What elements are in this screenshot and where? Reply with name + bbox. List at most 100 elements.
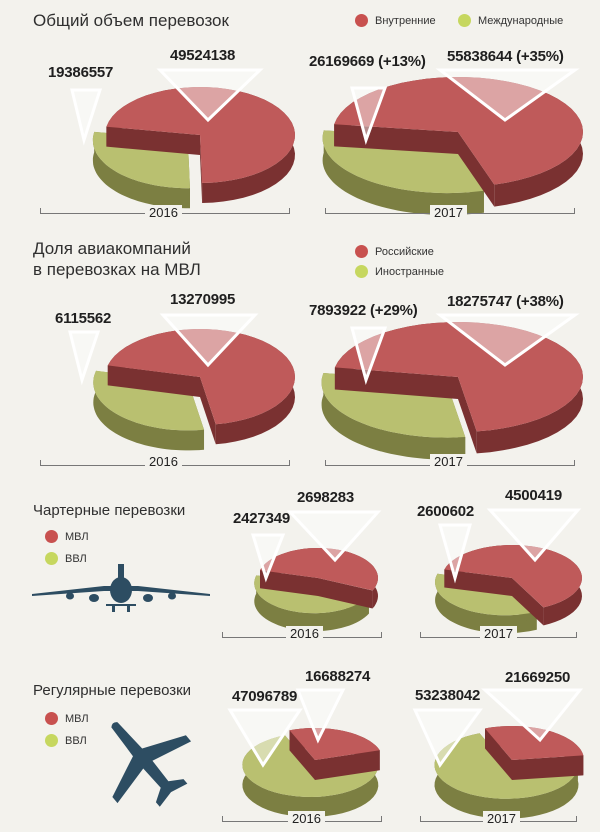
pie-slice-green-side <box>254 575 369 632</box>
callout-pointer <box>438 523 472 584</box>
legend-label: Иностранные <box>375 265 445 278</box>
legend-dot-green <box>458 14 471 27</box>
year-label: 2017 <box>483 811 520 826</box>
pie-slice-red-face <box>458 132 495 207</box>
callout-pointer <box>486 508 582 563</box>
pie-slice-red-face <box>289 730 315 780</box>
callout-pointer <box>412 708 483 768</box>
pie-slice-red <box>260 548 378 591</box>
data-label-foreign: 7893922 (+29%) <box>309 302 418 319</box>
year-label: 2016 <box>286 626 323 641</box>
pie-slice-red-face <box>512 755 584 780</box>
section-title-regular: Регулярные перевозки <box>33 682 192 699</box>
data-label-mvl: 2698283 <box>297 489 354 506</box>
pie-slice-red-face <box>458 377 477 454</box>
legend-label: ВВЛ <box>65 552 87 565</box>
legend-item-mvl: МВЛ <box>45 712 89 725</box>
legend-dot-green <box>45 734 58 747</box>
legend-dot-green <box>355 265 368 278</box>
data-label-intl: 26169669 (+13%) <box>309 53 426 70</box>
section-title-charter: Чартерные перевозки <box>33 502 186 519</box>
data-label-mvl: 16688274 <box>305 668 371 685</box>
legend-item-international: Международные <box>458 14 563 27</box>
callout-pointer <box>435 313 580 367</box>
airplane-front-icon <box>32 564 210 612</box>
pie-slice-red-face <box>200 135 203 203</box>
pie-slice-red-face <box>512 578 544 626</box>
pie-slice-red-face <box>485 728 512 780</box>
legend-label: МВЛ <box>65 712 89 725</box>
callout-pointer <box>70 88 103 146</box>
data-label-vvl: 47096789 <box>232 688 298 705</box>
legend-label: Международные <box>478 14 564 27</box>
pie-slice-red <box>289 728 380 760</box>
pie-slice-red-face <box>260 570 318 596</box>
legend-label: МВЛ <box>65 530 89 543</box>
callout-pointer <box>159 313 259 368</box>
pie-slice-green-side <box>435 573 537 634</box>
callout-pointer <box>250 533 286 583</box>
section-title-line: в перевозках на МВЛ <box>33 260 201 279</box>
callout-pointer <box>286 510 382 563</box>
legend-item-vvl: ВВЛ <box>45 734 87 747</box>
data-label-russian: 18275747 (+38%) <box>447 293 564 310</box>
data-label-mvl: 4500419 <box>505 487 562 504</box>
pie-slice-red-face <box>315 750 380 780</box>
callout-pointer <box>350 326 388 385</box>
pie-slice-red-face <box>107 365 200 397</box>
callout-pointer <box>227 708 303 768</box>
pie-slice-green-side <box>93 370 204 451</box>
legend-dot-red <box>355 245 368 258</box>
callout-pointer <box>350 86 388 145</box>
airplane-top-icon <box>111 722 192 807</box>
pie-slice-red-face <box>106 126 200 155</box>
year-label: 2017 <box>430 454 467 469</box>
year-label: 2016 <box>145 205 182 220</box>
legend-item-vvl: ВВЛ <box>45 552 87 565</box>
pie-slice-green-side <box>322 130 484 216</box>
data-label-domestic: 55838644 (+35%) <box>447 48 564 65</box>
legend-dot-red <box>45 530 58 543</box>
section-title-share: Доля авиакомпаний в перевозках на МВЛ <box>33 238 201 280</box>
callout-pointer <box>68 330 101 386</box>
legend-dot-red <box>355 14 368 27</box>
callout-pointer <box>435 68 580 122</box>
pie-slice-green-side <box>92 131 190 209</box>
pie-slice-red <box>106 87 296 183</box>
pie-slice-red <box>485 726 584 760</box>
pie-slice-red <box>334 77 583 185</box>
section-title-line: Доля авиакомпаний <box>33 239 191 258</box>
pie-slice-red-face <box>444 569 512 596</box>
data-label-intl: 19386557 <box>48 64 114 81</box>
data-label-foreign: 6115562 <box>55 310 112 327</box>
pie-slice-green-side <box>321 373 466 460</box>
data-label-domestic: 49524138 <box>170 47 236 64</box>
data-label-russian: 13270995 <box>170 291 236 308</box>
year-label: 2016 <box>288 811 325 826</box>
legend-item-foreign: Иностранные <box>355 265 444 278</box>
callout-pointer <box>481 688 584 743</box>
legend-dot-green <box>45 552 58 565</box>
year-label: 2016 <box>145 454 182 469</box>
pie-slice-red <box>444 545 582 608</box>
data-label-mvl: 21669250 <box>505 669 571 686</box>
legend-item-russian: Российские <box>355 245 434 258</box>
legend-label: ВВЛ <box>65 734 87 747</box>
legend-dot-red <box>45 712 58 725</box>
section-title-total: Общий объем перевозок <box>33 11 229 30</box>
pie-slice-red-face <box>200 377 216 445</box>
callout-pointer <box>156 68 264 123</box>
pie-slice-red <box>107 329 295 425</box>
data-label-vvl: 2600602 <box>417 503 474 520</box>
year-label: 2017 <box>430 205 467 220</box>
legend-item-mvl: МВЛ <box>45 530 89 543</box>
pie-slice-red-face <box>318 578 373 609</box>
data-label-vvl: 2427349 <box>233 510 290 527</box>
legend-item-domestic: Внутренние <box>355 14 436 27</box>
callout-pointer <box>295 688 346 744</box>
legend-label: Внутренние <box>375 14 436 27</box>
year-label: 2017 <box>480 626 517 641</box>
legend-label: Российские <box>375 245 434 258</box>
pie-slice-red <box>334 322 583 432</box>
